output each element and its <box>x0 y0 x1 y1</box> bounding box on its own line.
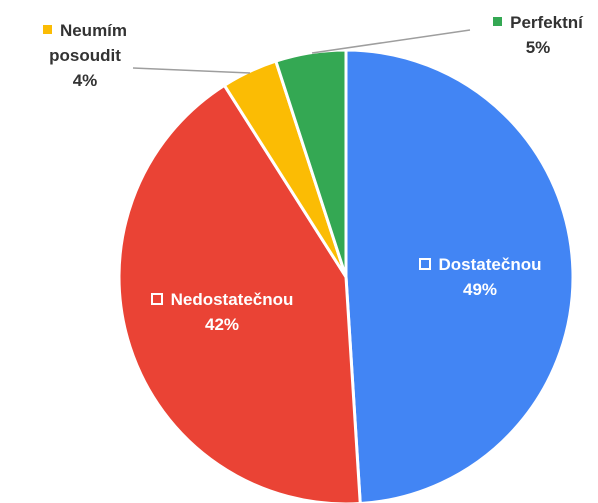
legend-swatch <box>42 25 52 35</box>
category-label: Perfektní <box>510 13 583 32</box>
category-label: Dostatečnou <box>438 255 542 274</box>
category-label: Neumím posoudit <box>49 21 128 65</box>
value-label: 5% <box>525 38 551 57</box>
slice-label: Nedostatečnou 42% <box>112 287 332 337</box>
value-label: 49% <box>462 280 498 299</box>
leader-line <box>311 29 471 54</box>
slice-label: Dostatečnou 49% <box>380 252 580 302</box>
slice-label: Perfektní 5% <box>483 10 593 60</box>
pie-slice <box>117 83 362 503</box>
pie-slice <box>273 48 348 278</box>
legend-swatch <box>150 292 163 305</box>
category-label: Nedostatečnou <box>170 290 294 309</box>
pie-slice <box>344 48 575 503</box>
value-label: 4% <box>72 71 98 90</box>
legend-swatch <box>493 17 503 27</box>
value-label: 42% <box>204 315 240 334</box>
slice-label: Neumím posoudit 4% <box>20 18 150 93</box>
legend-swatch <box>418 257 431 270</box>
leader-line <box>132 67 251 74</box>
